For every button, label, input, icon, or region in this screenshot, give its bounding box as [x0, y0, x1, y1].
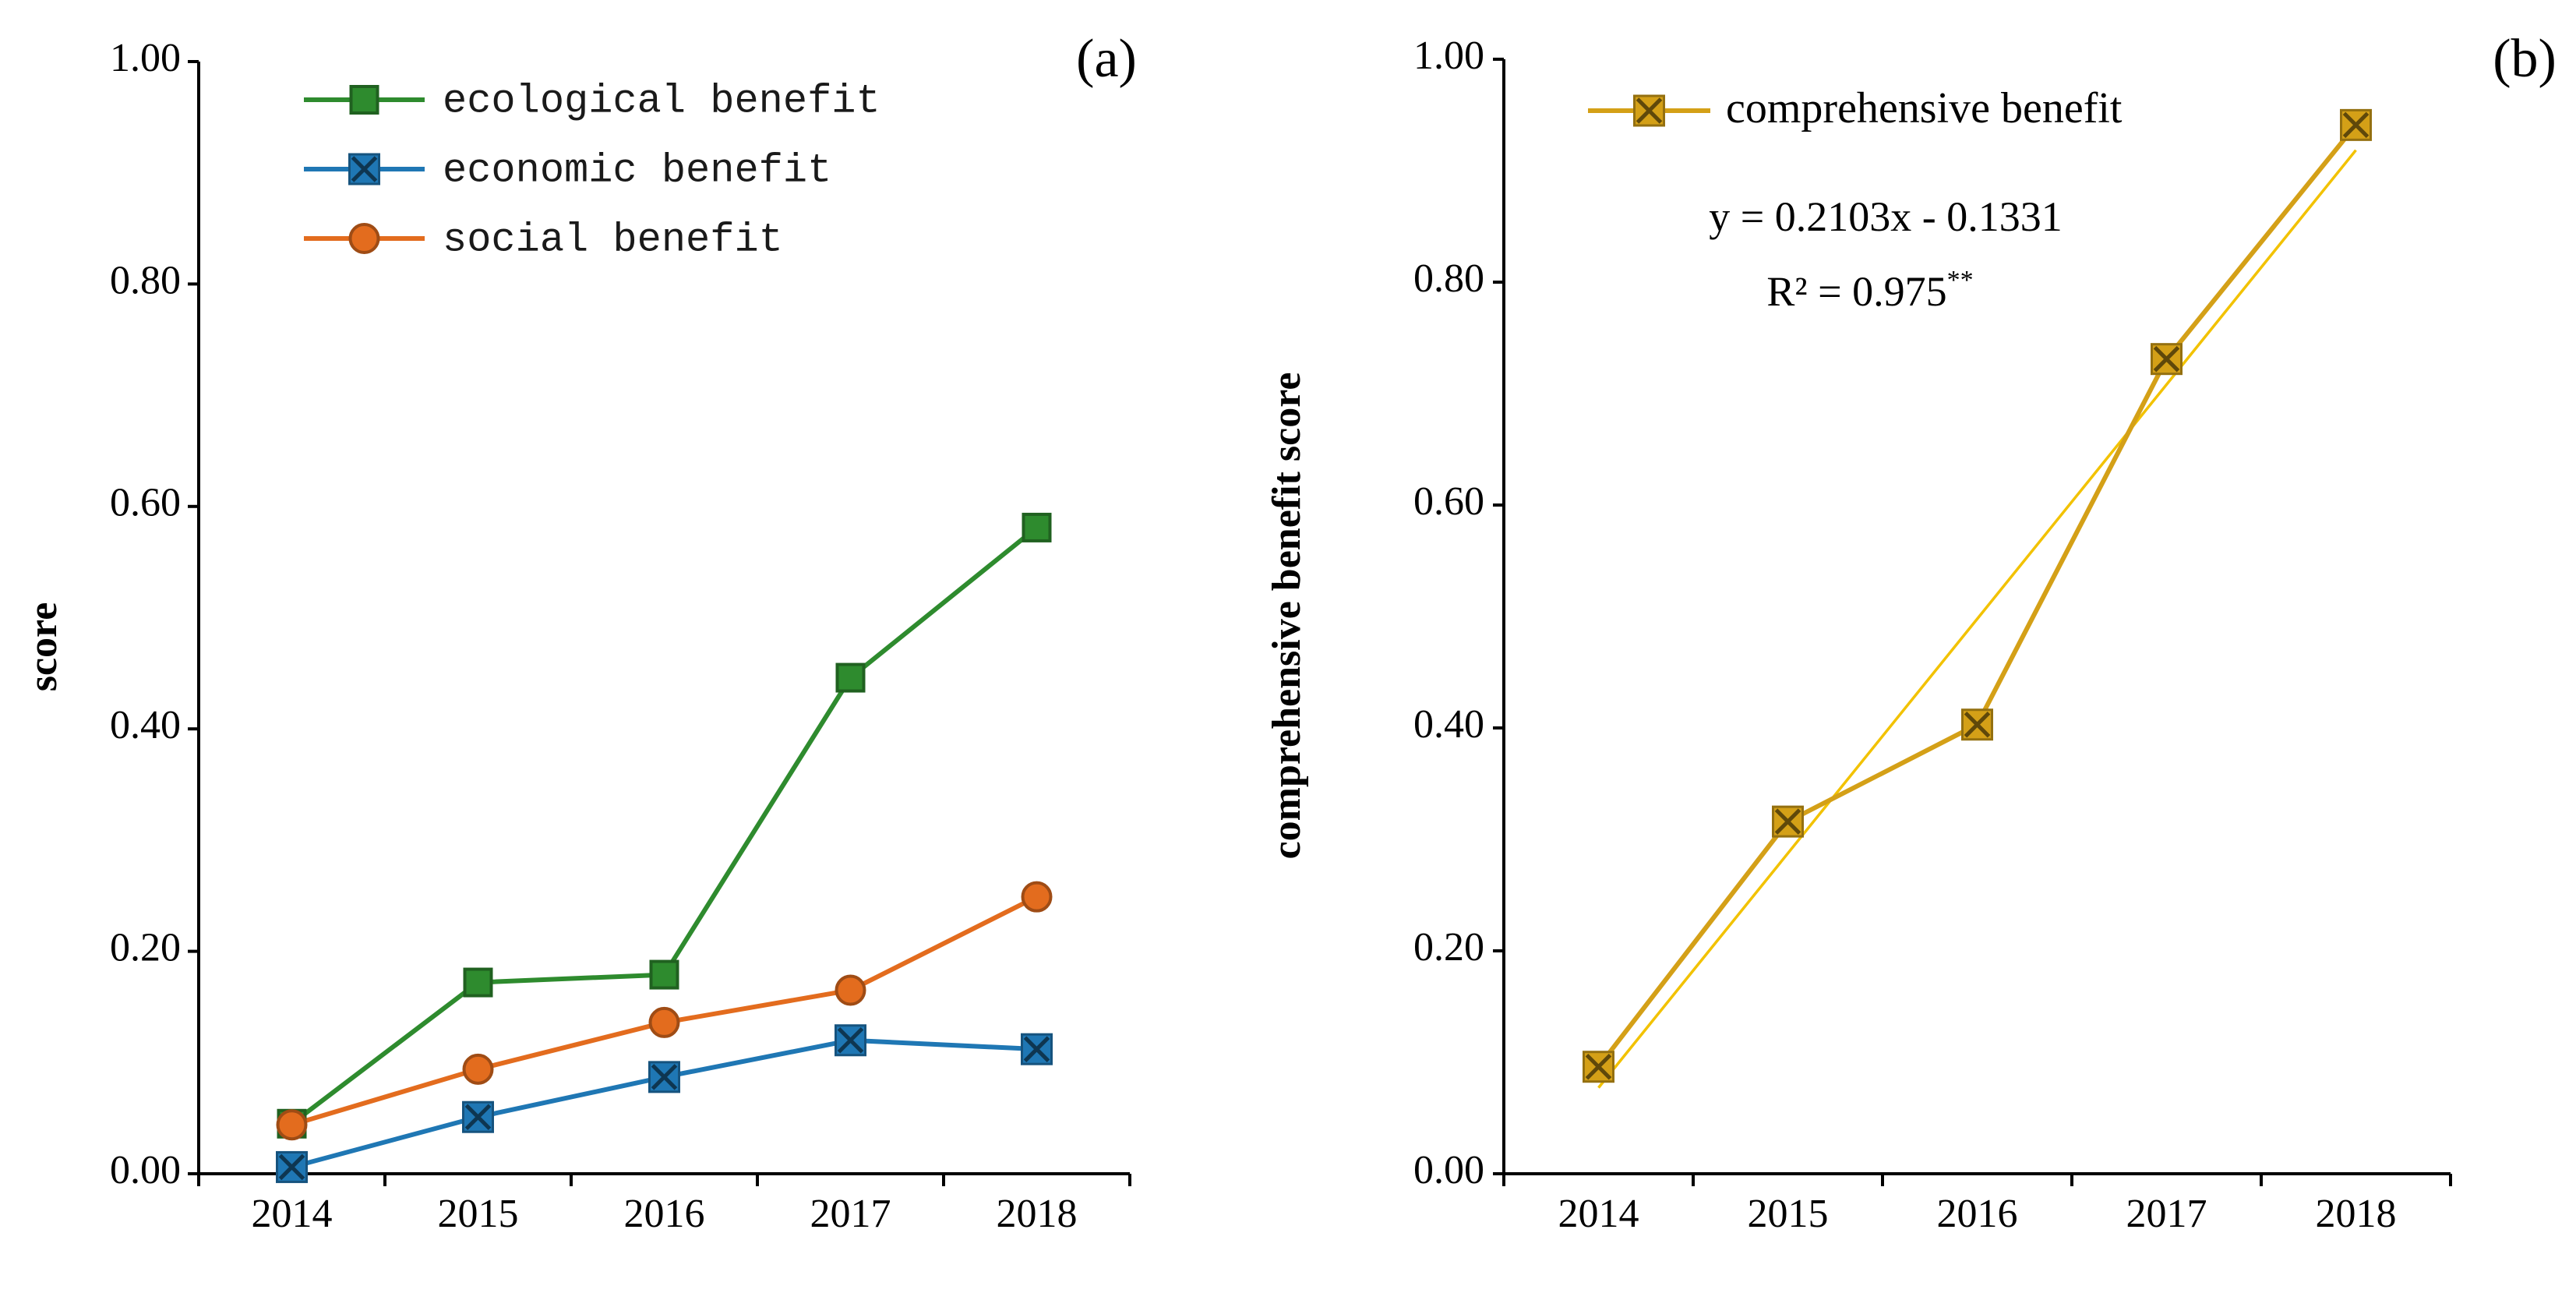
- legend-marker-ecological-benefit: [349, 85, 379, 115]
- panel-b-y-tick-label: 1.00: [1413, 34, 1484, 78]
- trendline-r2: R² = 0.975**: [1766, 266, 1973, 315]
- panel-a-y-tick-label: 0.40: [110, 703, 181, 747]
- data-point-comprehensive-benefit-cross: [2342, 111, 2370, 139]
- data-point-economic-benefit: [1021, 1033, 1053, 1065]
- panel-b-y-tick-label: 0.00: [1413, 1148, 1484, 1192]
- panel-a-x-tick-label: 2015: [438, 1192, 519, 1236]
- panel-a-label: (a): [1076, 29, 1137, 89]
- data-point-comprehensive-benefit-cross: [1585, 1053, 1612, 1080]
- legend-label-social-benefit: social benefit: [443, 217, 783, 263]
- data-point-comprehensive-benefit: [2151, 343, 2183, 376]
- panel-a-y-tick-label: 0.80: [110, 258, 181, 302]
- legend-label-comprehensive-benefit: comprehensive benefit: [1726, 84, 2123, 132]
- panel-a-x-tick-label: 2017: [810, 1192, 891, 1236]
- data-point-social-benefit: [1021, 881, 1053, 913]
- panel-a-plot-area: [276, 512, 1053, 1183]
- data-point-economic-benefit: [835, 1024, 866, 1057]
- data-point-comprehensive-benefit-cross: [2153, 345, 2180, 373]
- data-point-social-benefit: [462, 1053, 494, 1085]
- data-point-comprehensive-benefit-cross: [1964, 711, 1991, 738]
- series-line-comprehensive-benefit: [1597, 123, 2358, 1069]
- legend-label-ecological-benefit: ecological benefit: [443, 79, 880, 125]
- series-line-economic-benefit: [291, 1037, 1037, 1170]
- panel-b-x-tick-label: 2014: [1558, 1192, 1639, 1236]
- panel-b-y-axis-label: comprehensive benefit score: [1265, 373, 1309, 860]
- legend-marker-economic-benefit: [348, 153, 380, 185]
- chart-panel-a: (a) score ecological benefit economic ben…: [21, 29, 1137, 1236]
- panel-a-y-axis-label: score: [21, 602, 65, 692]
- legend-marker-comprehensive-benefit-cross: [1636, 97, 1663, 124]
- panel-b-tick-labels: 0.00 0.20 0.40 0.60 0.80 1.00 2014 2015 2016 2017…: [1413, 34, 2397, 1236]
- panel-b-y-tick-label: 0.20: [1413, 925, 1484, 970]
- data-point-comprehensive-benefit: [1772, 805, 1804, 838]
- panel-b-x-tick-label: 2015: [1748, 1192, 1829, 1236]
- data-point-social-benefit: [835, 974, 866, 1006]
- data-point-comprehensive-benefit: [1583, 1051, 1614, 1083]
- panel-b-x-tick-label: 2017: [2126, 1192, 2207, 1236]
- panel-b-y-tick-label: 0.80: [1413, 256, 1484, 301]
- legend-marker-comprehensive-benefit: [1633, 94, 1665, 127]
- panel-b-y-tick-label: 0.60: [1413, 479, 1484, 524]
- data-point-economic-benefit-cross: [651, 1064, 678, 1090]
- panel-b-legend: comprehensive benefit: [1588, 84, 2123, 132]
- panel-a-legend: ecological benefit economic benefit social…: [304, 79, 880, 263]
- legend-label-economic-benefit: economic benefit: [443, 148, 831, 194]
- panel-a-x-tick-label: 2018: [997, 1192, 1078, 1236]
- data-point-comprehensive-benefit-cross: [1774, 808, 1801, 835]
- trendline: [1597, 149, 2357, 1089]
- data-point-economic-benefit-cross: [464, 1104, 492, 1130]
- data-point-comprehensive-benefit: [1961, 708, 1993, 741]
- panel-a-y-tick-label: 0.20: [110, 926, 181, 970]
- data-point-comprehensive-benefit: [2340, 108, 2372, 141]
- panel-b-axes: [1493, 58, 2452, 1186]
- panel-a-axes: [188, 60, 1131, 1186]
- data-point-economic-benefit-cross: [1023, 1036, 1050, 1062]
- trendline-r2-value: R² = 0.975: [1766, 268, 1946, 315]
- trendline-equation: y = 0.2103x - 0.1331: [1709, 193, 2062, 240]
- panel-a-y-tick-label: 1.00: [110, 36, 181, 80]
- panel-a-x-tick-label: 2014: [252, 1192, 333, 1236]
- data-point-economic-benefit: [276, 1150, 308, 1183]
- panel-b-plot-area: [1583, 108, 2372, 1089]
- chart-panel-b: (b) comprehensive benefit score comprehe…: [1265, 29, 2557, 1236]
- panel-b-x-tick-label: 2018: [2316, 1192, 2397, 1236]
- legend-marker-social-benefit: [348, 223, 380, 254]
- data-point-social-benefit: [276, 1109, 308, 1141]
- panel-b-x-tick-label: 2016: [1937, 1192, 2018, 1236]
- legend-marker-economic-benefit-cross: [351, 156, 378, 182]
- panel-a-y-tick-label: 0.00: [110, 1148, 181, 1192]
- data-point-economic-benefit: [462, 1100, 494, 1133]
- data-point-economic-benefit: [648, 1061, 680, 1093]
- data-point-ecological-benefit: [463, 967, 493, 998]
- panel-b-y-tick-label: 0.40: [1413, 702, 1484, 747]
- panel-a-y-tick-label: 0.60: [110, 481, 181, 525]
- trendline-r2-significance: **: [1947, 266, 1974, 295]
- data-point-economic-benefit-cross: [278, 1153, 305, 1181]
- data-point-economic-benefit-cross: [837, 1026, 864, 1054]
- panel-a-x-tick-label: 2016: [624, 1192, 705, 1236]
- data-point-ecological-benefit: [649, 959, 679, 990]
- data-point-social-benefit: [648, 1006, 680, 1038]
- panel-b-label: (b): [2493, 29, 2557, 89]
- panel-a-tick-labels: 0.00 0.20 0.40 0.60 0.80 1.00 2014 2015 2016 2017…: [110, 36, 1078, 1236]
- data-point-ecological-benefit: [1022, 512, 1052, 542]
- data-point-ecological-benefit: [835, 662, 866, 693]
